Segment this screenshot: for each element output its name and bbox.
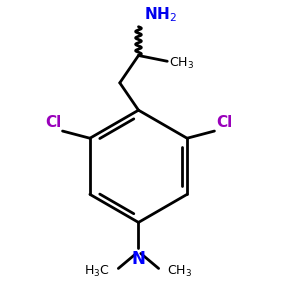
Text: Cl: Cl (45, 115, 61, 130)
Text: CH$_3$: CH$_3$ (169, 56, 194, 71)
Text: H$_3$C: H$_3$C (84, 264, 110, 279)
Text: N: N (132, 250, 145, 268)
Text: NH$_2$: NH$_2$ (144, 6, 177, 24)
Text: Cl: Cl (216, 115, 232, 130)
Text: CH$_3$: CH$_3$ (167, 264, 192, 279)
